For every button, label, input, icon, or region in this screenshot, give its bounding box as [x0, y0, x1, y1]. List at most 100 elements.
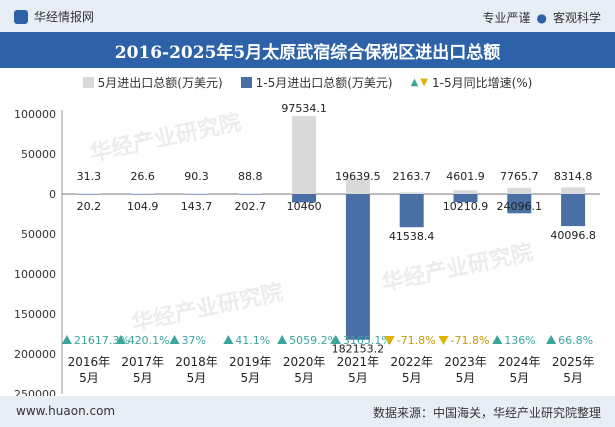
bar-series2	[345, 194, 370, 340]
legend-swatch-blue-icon	[240, 76, 252, 88]
data-label-series1: 4601.9	[446, 170, 485, 183]
data-label-series3: -71.8%	[397, 334, 436, 347]
growth-up-triangle-icon	[330, 335, 341, 344]
data-label-series2: 40096.8	[550, 229, 596, 242]
footer-website[interactable]: www.huaon.com	[16, 404, 116, 418]
data-label-series1: 88.8	[238, 170, 263, 183]
top-bar: 华经情报网 专业严谨 ● 客观科学	[0, 0, 615, 32]
data-label-series2: 20.2	[77, 200, 102, 213]
x-tick-label-year: 2022年	[390, 355, 433, 369]
data-label-series1: 26.6	[130, 170, 155, 183]
x-tick-label-month: 5月	[187, 371, 207, 385]
x-tick-label-month: 5月	[294, 371, 314, 385]
x-tick-label-year: 2016年	[68, 355, 111, 369]
data-label-series3: 136%	[504, 334, 535, 347]
footer-bar: www.huaon.com 数据来源：中国海关，华经产业研究院整理	[0, 396, 615, 427]
growth-up-triangle-icon	[492, 335, 503, 344]
brand-logo-icon	[14, 9, 28, 24]
x-tick-label-month: 5月	[79, 371, 99, 385]
legend-label-series1: 5月进出口总额(万美元)	[97, 75, 223, 90]
growth-up-triangle-icon	[223, 335, 234, 344]
legend-swatch-gray-icon	[82, 76, 94, 88]
bullet-icon: ●	[536, 10, 547, 25]
data-label-series1: 97534.1	[281, 102, 327, 115]
bar-series1	[184, 193, 209, 194]
data-label-series1: 19639.5	[335, 170, 381, 183]
data-label-series2: 10460	[287, 200, 322, 213]
y-tick-label: 200000	[14, 348, 56, 361]
x-tick-label-year: 2025年	[552, 355, 595, 369]
growth-up-triangle-icon	[546, 335, 557, 344]
growth-up-triangle-icon	[115, 335, 126, 344]
chart-legend: 5月进出口总额(万美元) 1-5月进出口总额(万美元) ▲ ▼ 1-5月同比增速…	[0, 72, 615, 92]
y-tick-label: 50000	[21, 148, 56, 161]
data-label-series3: 3165.1%	[343, 334, 392, 347]
data-label-series3: 5059.2%	[289, 334, 338, 347]
x-tick-label-month: 5月	[563, 371, 583, 385]
bar-series1	[76, 193, 101, 194]
data-label-series2: 104.9	[127, 200, 159, 213]
bar-series2	[561, 194, 586, 227]
data-label-series1: 8314.8	[554, 170, 593, 183]
data-label-series1: 7765.7	[500, 170, 539, 183]
bar-series1	[399, 192, 424, 194]
brand-name: 华经情报网	[34, 10, 95, 24]
bar-series1	[292, 115, 317, 194]
bar-series2	[507, 194, 532, 214]
bar-series2	[184, 194, 209, 195]
data-label-series3: 420.1%	[128, 334, 170, 347]
bar-series2	[130, 194, 155, 195]
bar-series2	[292, 194, 317, 203]
tagline-right: 客观科学	[552, 11, 601, 25]
data-label-series1: 90.3	[184, 170, 209, 183]
legend-label-series2: 1-5月进出口总额(万美元)	[255, 75, 393, 90]
x-tick-label-year: 2019年	[229, 355, 272, 369]
data-label-series3: 41.1%	[235, 334, 270, 347]
data-label-series1: 31.3	[77, 170, 102, 183]
brand[interactable]: 华经情报网	[14, 8, 94, 25]
data-label-series3: 37%	[182, 334, 206, 347]
bar-series2	[453, 194, 478, 203]
y-tick-label: 0	[49, 188, 56, 201]
growth-down-triangle-icon	[384, 336, 395, 345]
tagline: 专业严谨 ● 客观科学	[482, 9, 601, 26]
y-tick-label: 50000	[21, 228, 56, 241]
legend-down-triangle-icon: ▼	[420, 76, 428, 88]
legend-item-series2: 1-5月进出口总额(万美元)	[240, 72, 393, 92]
data-label-series3: 66.8%	[558, 334, 593, 347]
data-label-series2: 143.7	[181, 200, 213, 213]
y-tick-label: 150000	[14, 308, 56, 321]
x-tick-label-month: 5月	[509, 371, 529, 385]
x-tick-label-month: 5月	[240, 371, 260, 385]
legend-up-triangle-icon: ▲	[410, 76, 419, 88]
legend-label-series3: 1-5月同比增速(%)	[432, 75, 533, 90]
data-label-series1: 2163.7	[392, 170, 431, 183]
chart-title-bar: 2016-2025年5月太原武宿综合保税区进出口总额	[0, 32, 615, 68]
tagline-left: 专业严谨	[482, 11, 531, 25]
x-tick-label-month: 5月	[348, 371, 368, 385]
chart-plot: 1500001000005000005000010000015000020000…	[14, 102, 600, 396]
data-label-series2: 24096.1	[497, 200, 543, 213]
legend-item-series1: 5月进出口总额(万美元)	[82, 72, 223, 92]
growth-up-triangle-icon	[169, 335, 180, 344]
data-label-series2: 10210.9	[443, 200, 489, 213]
x-tick-label-month: 5月	[402, 371, 422, 385]
bar-series1	[345, 178, 370, 194]
x-tick-label-month: 5月	[133, 371, 153, 385]
bar-series2	[238, 194, 263, 195]
bar-series1	[130, 193, 155, 194]
bar-series1	[507, 187, 532, 194]
x-tick-label-year: 2024年	[498, 355, 541, 369]
x-tick-label-month: 5月	[456, 371, 476, 385]
data-label-series3: -71.8%	[451, 334, 490, 347]
legend-item-series3: ▲ ▼ 1-5月同比增速(%)	[411, 72, 533, 92]
bar-series1	[238, 193, 263, 194]
growth-up-triangle-icon	[277, 335, 288, 344]
growth-up-triangle-icon	[61, 335, 72, 344]
chart-title: 2016-2025年5月太原武宿综合保税区进出口总额	[114, 42, 501, 63]
footer-source: 数据来源：中国海关，华经产业研究院整理	[372, 406, 601, 420]
data-label-series2: 41538.4	[389, 230, 435, 243]
x-tick-label-year: 2023年	[444, 355, 487, 369]
bar-series2	[399, 194, 424, 228]
y-tick-label: 100000	[14, 108, 56, 121]
